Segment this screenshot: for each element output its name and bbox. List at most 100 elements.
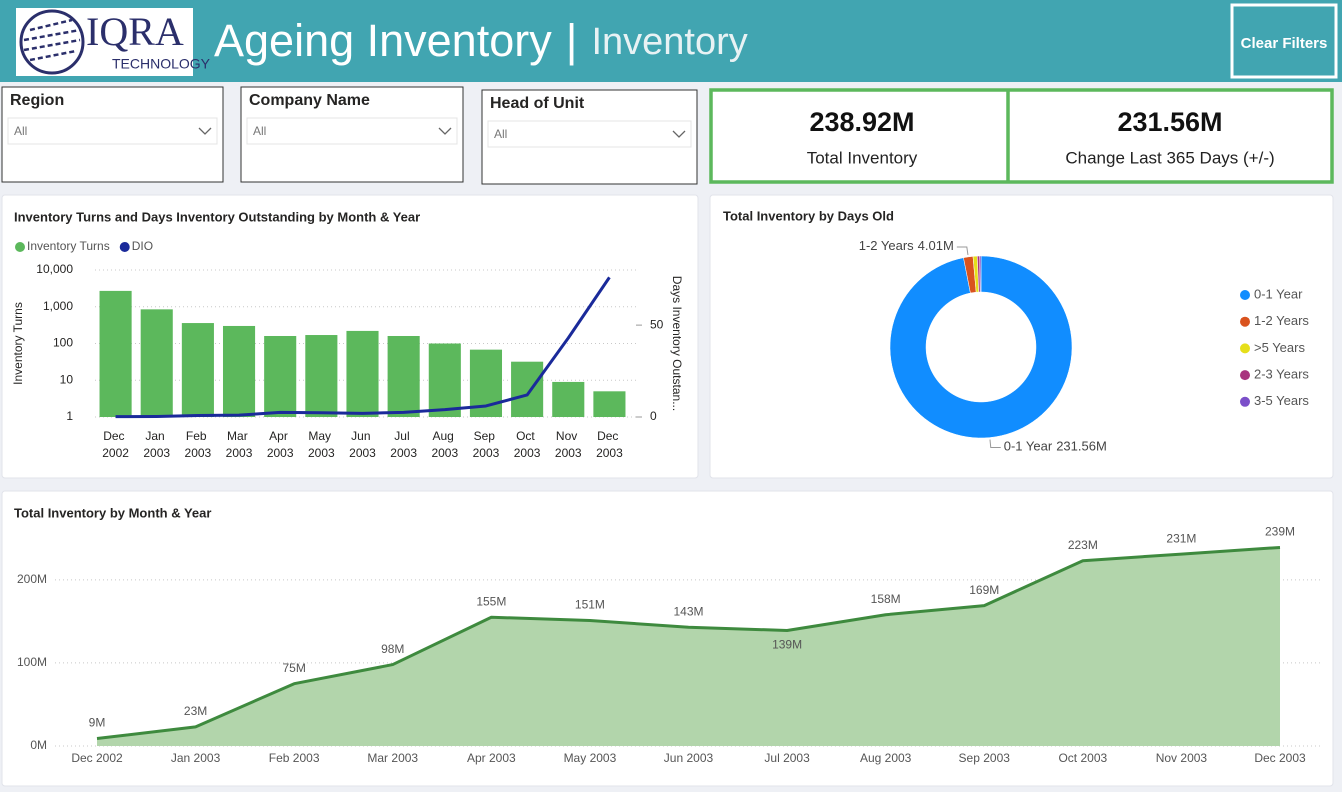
panel	[709, 194, 1334, 479]
x-tick-label: Jan 2003	[171, 751, 221, 765]
donut-slice	[889, 255, 1073, 439]
bar	[346, 330, 379, 417]
data-label: 9M	[89, 716, 106, 730]
kpi-label: Change Last 365 Days (+/-)	[1065, 148, 1274, 167]
x-tick-label: Sep 2003	[473, 429, 500, 460]
data-label: 0-1 Year 231.56M	[1004, 439, 1107, 454]
legend-marker	[119, 242, 130, 252]
label-category: 0-1 Year	[1004, 439, 1053, 454]
y-tick-label: 10	[60, 372, 74, 386]
kpi-frame	[709, 88, 1334, 184]
dropdown-value[interactable]: All	[14, 124, 27, 138]
y2-tick-label: 50	[650, 317, 664, 331]
x-tick-label: Dec 2003	[1254, 751, 1306, 765]
dropdown-chevron[interactable]	[438, 127, 452, 135]
legend-marker	[1240, 370, 1250, 381]
title-sub: Inventory	[591, 21, 747, 63]
legend-label: 0-1 Year	[1254, 286, 1303, 301]
x-tick-label: Dec 2002	[71, 751, 123, 765]
x-tick-label: Aug 2003	[431, 429, 458, 460]
dropdown-value[interactable]: All	[253, 124, 266, 138]
filter-label: Company Name	[249, 92, 370, 109]
bar	[387, 335, 420, 417]
data-label: 158M	[871, 592, 901, 606]
dropdown-value[interactable]: All	[494, 127, 507, 141]
data-label: 231M	[1166, 531, 1196, 545]
y-tick-label: 0M	[30, 738, 47, 752]
area-fill	[97, 547, 1280, 746]
bar	[593, 391, 626, 417]
kpi-value: 231.56M	[1117, 107, 1222, 137]
chart-title: Total Inventory by Month & Year	[14, 505, 211, 520]
data-label: 155M	[476, 594, 506, 608]
dropdown-box[interactable]	[246, 117, 458, 145]
donut-slice	[979, 255, 982, 293]
leader-line	[989, 439, 1001, 449]
filter-dropdown[interactable]: All	[487, 120, 692, 148]
bar	[181, 323, 214, 417]
x-tick-label: Mar 2003	[367, 751, 418, 765]
data-label: 75M	[282, 661, 305, 675]
y-axis-label: Inventory Turns	[11, 302, 25, 385]
x-tick-label: Feb 2003	[185, 429, 212, 460]
logo-subtext: TECHNOLOGY	[112, 56, 211, 72]
header-bar	[0, 0, 1342, 82]
bar	[99, 290, 132, 417]
data-label: 239M	[1265, 525, 1295, 539]
filter-dropdown[interactable]: All	[246, 117, 458, 145]
kpi-label: Total Inventory	[807, 148, 918, 167]
data-label: 169M	[969, 583, 999, 597]
data-label: 143M	[673, 604, 703, 618]
area-line	[96, 545, 1281, 741]
legend-marker	[1240, 290, 1250, 300]
y-tick-label: 100M	[17, 655, 47, 669]
line	[115, 276, 611, 419]
data-label: 1-2 Years 4.01M	[859, 238, 954, 253]
y-tick-label: 1,000	[43, 299, 73, 313]
bar	[140, 309, 173, 417]
chart-title: Inventory Turns and Days Inventory Outst…	[14, 209, 420, 224]
x-tick-label: May 2003	[308, 429, 335, 460]
bar	[264, 335, 297, 417]
bar	[552, 381, 585, 417]
x-tick-label: Oct 2003	[514, 429, 541, 460]
x-tick-label: Mar 2003	[226, 429, 253, 460]
page-title: Ageing Inventory | Inventory	[214, 15, 748, 66]
label-category: 1-2 Years	[859, 238, 914, 253]
logo-icon	[19, 9, 85, 75]
data-label: 98M	[381, 642, 404, 656]
dropdown-box[interactable]	[7, 117, 218, 145]
y-tick-label: 200M	[17, 572, 47, 586]
legend-marker	[1240, 316, 1250, 327]
label-value: 4.01M	[918, 238, 954, 253]
y2-tick-label: 0	[650, 409, 657, 423]
x-tick-label: Nov 2003	[555, 429, 582, 460]
legend-label: >5 Years	[1254, 340, 1305, 355]
dropdown-box[interactable]	[487, 120, 692, 148]
filter-label: Head of Unit	[490, 95, 585, 112]
dropdown-chevron[interactable]	[672, 130, 686, 138]
clear-filters-button[interactable]: Clear Filters	[1230, 3, 1338, 79]
chart-title: Total Inventory by Days Old	[723, 208, 894, 223]
title-main: Ageing Inventory	[214, 15, 552, 66]
x-tick-label: Apr 2003	[267, 429, 294, 460]
kpi-value: 238.92M	[809, 107, 914, 137]
dropdown-chevron[interactable]	[198, 127, 212, 135]
x-tick-label: Sep 2003	[959, 751, 1011, 765]
legend-marker	[15, 242, 25, 252]
y-tick-label: 1	[66, 409, 73, 423]
x-tick-label: Jul 2003	[764, 751, 810, 765]
x-tick-label: Dec 2003	[596, 429, 623, 460]
label-value: 231.56M	[1056, 439, 1107, 454]
data-label: 151M	[575, 598, 605, 612]
y2-axis-label: Days Inventory Outstan...	[670, 276, 684, 411]
filter-dropdown[interactable]: All	[7, 117, 218, 145]
x-tick-label: Dec 2002	[102, 429, 129, 460]
button-label[interactable]: Clear Filters	[1241, 35, 1328, 52]
x-tick-label: May 2003	[564, 751, 617, 765]
leader-line	[956, 246, 969, 255]
x-tick-label: Aug 2003	[860, 751, 912, 765]
y-tick-label: 10,000	[36, 262, 73, 276]
